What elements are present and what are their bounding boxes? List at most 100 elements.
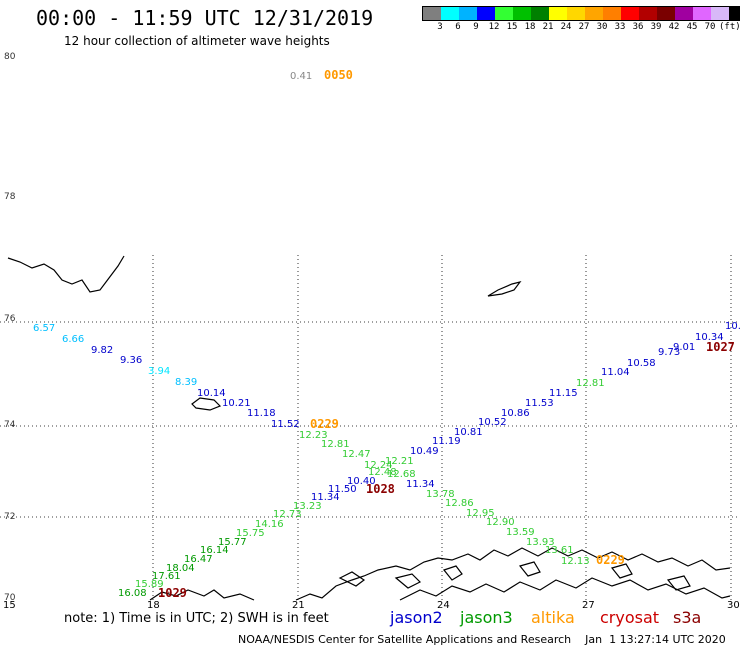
swh-label: 17.61 bbox=[152, 571, 181, 582]
legend-swatch bbox=[477, 7, 495, 20]
bear-island bbox=[191, 397, 222, 411]
swh-label: 10.49 bbox=[410, 446, 439, 457]
lat-label-74: 74 bbox=[4, 420, 16, 430]
swh-label: 10.58 bbox=[627, 358, 656, 369]
swh-label: 11.52 bbox=[271, 419, 300, 430]
kola-coast bbox=[399, 577, 731, 601]
swh-label: 11.34 bbox=[311, 492, 340, 503]
legend-label: 18 bbox=[524, 22, 536, 32]
swh-label: 9.73 bbox=[658, 347, 680, 358]
swh-label: 11.15 bbox=[549, 388, 578, 399]
legend-label: 24 bbox=[560, 22, 572, 32]
swh-label: 12.13 bbox=[561, 556, 590, 567]
lat-lon-grid bbox=[0, 255, 740, 600]
swh-label: 9.01 bbox=[673, 342, 695, 353]
svalbard-coast bbox=[7, 255, 125, 293]
swh-label: 12.21 bbox=[385, 456, 414, 467]
legend-swatch bbox=[711, 7, 729, 20]
coastline bbox=[7, 255, 731, 601]
legend-swatch bbox=[657, 7, 675, 20]
legend-swatch bbox=[513, 7, 531, 20]
swh-label: 12.48 bbox=[368, 467, 397, 478]
swh-label: 12.68 bbox=[387, 469, 416, 480]
page-title: 00:00 - 11:59 UTC 12/31/2019 bbox=[36, 6, 374, 30]
lat-label-80: 80 bbox=[4, 52, 16, 62]
swh-label: 14.16 bbox=[255, 519, 284, 530]
legend-label: 15 bbox=[506, 22, 518, 32]
legend-swatch bbox=[675, 7, 693, 20]
kong-karl-land bbox=[487, 281, 522, 297]
legend-swatch bbox=[441, 7, 459, 20]
swh-label: 10.52 bbox=[478, 417, 507, 428]
pass-time-label: 1029 bbox=[158, 586, 187, 600]
lat-label-72: 72 bbox=[4, 512, 16, 522]
jason2-track-nw: 6.57 6.66 9.82 9.36 3.94 8.39 10.14 10.2… bbox=[33, 323, 339, 431]
altika-track-top: 0.41 0050 bbox=[290, 68, 353, 82]
swh-label: 11.50 bbox=[328, 484, 357, 495]
islands bbox=[338, 561, 691, 591]
legend-swatch bbox=[549, 7, 567, 20]
swh-label: 16.08 bbox=[118, 588, 147, 599]
legend-swatch bbox=[603, 7, 621, 20]
legend-jason3: jason3 bbox=[460, 608, 513, 627]
pass-time-label: 0229 bbox=[310, 417, 339, 431]
swh-label: 16.14 bbox=[200, 545, 229, 556]
color-legend bbox=[422, 6, 740, 21]
legend-swatch bbox=[423, 7, 441, 20]
jason3-track-se: 12.23 12.81 12.47 12.24 12.21 12.48 12.6… bbox=[299, 430, 625, 567]
swh-label: 11.34 bbox=[406, 479, 435, 490]
legend-swatch bbox=[621, 7, 639, 20]
swh-label: 10.34 bbox=[695, 332, 724, 343]
swh-label: 10.14 bbox=[197, 388, 226, 399]
legend-label: 9 bbox=[473, 22, 479, 32]
lon-label-30: 30 bbox=[727, 600, 740, 611]
swh-label: 12.23 bbox=[299, 430, 328, 441]
swh-label: 15.89 bbox=[135, 579, 164, 590]
swh-label: 13.78 bbox=[426, 489, 455, 500]
swh-label: 16.47 bbox=[184, 554, 213, 565]
legend-label: 27 bbox=[578, 22, 590, 32]
legend-label: 12 bbox=[488, 22, 500, 32]
lat-label-78: 78 bbox=[4, 192, 16, 202]
legend-label: 3 bbox=[437, 22, 443, 32]
swh-label: 13.23 bbox=[293, 501, 322, 512]
legend-label: 21 bbox=[542, 22, 554, 32]
legend-swatch bbox=[729, 7, 740, 20]
swh-label: 15.75 bbox=[236, 528, 265, 539]
legend-swatch bbox=[495, 7, 513, 20]
legend-label: 39 bbox=[650, 22, 662, 32]
pass-time-label: 0050 bbox=[324, 68, 353, 82]
swh-label: 6.66 bbox=[62, 334, 84, 345]
lon-label-27: 27 bbox=[582, 600, 595, 611]
legend-jason2: jason2 bbox=[390, 608, 443, 627]
swh-label: 13.59 bbox=[506, 527, 535, 538]
lat-label-76: 76 bbox=[4, 314, 16, 324]
lat-label-70: 70 bbox=[4, 593, 16, 603]
norway-russia-coast bbox=[295, 547, 731, 601]
swh-label: 0.41 bbox=[290, 71, 312, 82]
legend-label: 30 bbox=[596, 22, 608, 32]
swh-label: 12.73 bbox=[273, 509, 302, 520]
lon-label-24: 24 bbox=[437, 600, 450, 611]
pass-time-label: 1028 bbox=[366, 482, 395, 496]
swh-label: 12.47 bbox=[342, 449, 371, 460]
swh-label: 11.19 bbox=[432, 436, 461, 447]
legend-label: 33 bbox=[614, 22, 626, 32]
swh-label: 9.36 bbox=[120, 355, 142, 366]
swh-label: 3.94 bbox=[148, 366, 170, 377]
legend-swatch bbox=[585, 7, 603, 20]
swh-label: 12.24 bbox=[364, 460, 393, 471]
swh-label: 6.57 bbox=[33, 323, 55, 334]
page-subtitle: 12 hour collection of altimeter wave hei… bbox=[64, 34, 330, 48]
lon-label-21: 21 bbox=[292, 600, 305, 611]
pass-time-label: 0229 bbox=[596, 553, 625, 567]
swh-label: 15.77 bbox=[218, 537, 247, 548]
jason3-track-sw: 10.40 11.50 11.34 1028 12.73 13.23 14.16… bbox=[118, 476, 395, 600]
swh-label: 11.04 bbox=[601, 367, 630, 378]
swh-label: 10.40 bbox=[347, 476, 376, 487]
swh-label: 12.81 bbox=[576, 378, 605, 389]
legend-swatch bbox=[639, 7, 657, 20]
swh-label: 10.81 bbox=[454, 427, 483, 438]
swh-label: 18.04 bbox=[166, 563, 195, 574]
